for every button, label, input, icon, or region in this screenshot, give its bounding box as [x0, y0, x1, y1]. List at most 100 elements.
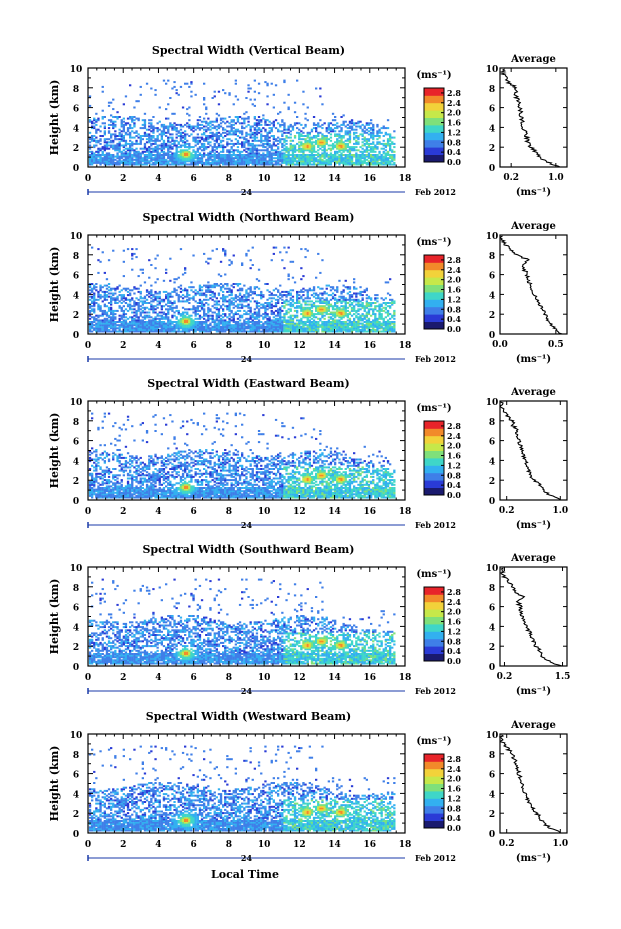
heatmap-cell: [321, 305, 324, 308]
heatmap-cell: [262, 142, 265, 145]
heatmap-cell: [321, 141, 324, 144]
heatmap-cell: [219, 317, 223, 320]
heatmap-cell: [135, 316, 138, 319]
heatmap-cell: [338, 154, 341, 156]
heatmap-cell: [179, 139, 183, 142]
heatmap-cell: [145, 158, 149, 161]
heatmap-cell: [226, 125, 229, 128]
heatmap-cell: [148, 149, 151, 152]
heatmap-cell: [133, 142, 136, 145]
heatmap-cell: [181, 150, 185, 153]
heatmap-cell: [194, 157, 197, 160]
heatmap-cell: [133, 158, 136, 161]
heatmap-cell: [357, 141, 360, 144]
heatmap-cell: [213, 152, 216, 155]
heatmap-cell: [228, 303, 231, 306]
heatmap-cell: [323, 321, 326, 323]
colorbar-cell: [424, 120, 444, 123]
heatmap-cell: [355, 149, 358, 152]
heatmap-cell: [162, 128, 166, 131]
heatmap-cell: [317, 142, 320, 145]
heatmap-cell: [380, 163, 383, 166]
heatmap-cell: [198, 302, 202, 304]
heatmap-cell: [289, 292, 292, 295]
heatmap-cell: [355, 154, 358, 156]
heatmap-cell: [131, 298, 134, 301]
heatmap-cell: [88, 321, 92, 323]
heatmap-cell: [103, 144, 106, 147]
heatmap-cell: [274, 246, 278, 249]
heatmap-cell: [97, 161, 100, 164]
heatmap-cell: [122, 321, 125, 323]
heatmap-cell: [135, 152, 138, 155]
heatmap-cell: [300, 147, 303, 150]
heatmap-cell: [88, 295, 92, 298]
heatmap-cell: [272, 123, 275, 126]
heatmap-cell: [232, 163, 235, 166]
heatmap-cell: [315, 313, 318, 316]
heatmap-cell: [175, 155, 178, 158]
heatmap-cell: [194, 292, 197, 295]
heatmap-cell: [177, 322, 180, 325]
avg-x-tick-label: 0.2: [503, 173, 519, 183]
heatmap-cell: [177, 142, 180, 145]
heatmap-cell: [209, 163, 212, 166]
heatmap-cell: [363, 139, 366, 142]
heatmap-cell: [230, 324, 233, 327]
heatmap-cell: [257, 305, 261, 308]
heatmap-cell: [156, 161, 159, 164]
heatmap-cell: [247, 155, 250, 158]
heatmap-cell: [376, 160, 379, 163]
heatmap-cell: [228, 328, 231, 331]
heatmap-cell: [224, 305, 227, 308]
heatmap-cell: [110, 322, 113, 325]
heatmap-cell: [198, 161, 202, 164]
heatmap-cell: [241, 161, 244, 164]
heatmap-cell: [285, 142, 288, 145]
heatmap-cell: [213, 321, 216, 323]
heatmap-cell: [230, 146, 233, 149]
heatmap-cell: [215, 319, 218, 322]
heatmap-cell: [126, 317, 130, 320]
heatmap-cell: [232, 119, 235, 122]
heatmap-cell: [281, 133, 284, 136]
heatmap-cell: [93, 298, 96, 301]
heatmap-cell: [228, 157, 231, 160]
heatmap-cell: [285, 154, 288, 156]
colorbar-cell: [424, 142, 444, 146]
heatmap-cell: [120, 316, 123, 319]
heatmap-cell: [230, 297, 233, 300]
heatmap-cell: [283, 152, 286, 155]
heatmap-cell: [266, 283, 269, 285]
heatmap-cell: [162, 279, 166, 282]
heatmap-cell: [355, 160, 358, 163]
heatmap-cell: [363, 155, 366, 158]
heatmap-cell: [215, 313, 218, 316]
heatmap-cell: [238, 297, 242, 300]
heatmap-cell: [325, 127, 328, 130]
heatmap-cell: [253, 123, 256, 126]
heatmap-cell: [107, 155, 111, 158]
heatmap-cell: [133, 119, 136, 122]
heatmap-cell: [357, 155, 360, 158]
heatmap-cell: [321, 297, 324, 300]
heatmap-cell: [298, 158, 301, 161]
heatmap-cell: [367, 161, 371, 164]
heatmap-cell: [165, 322, 168, 325]
heatmap-cell: [139, 152, 142, 155]
heatmap-cell: [184, 322, 187, 325]
heatmap-cell: [184, 130, 187, 133]
heatmap-cell: [281, 302, 284, 304]
heatmap-cell: [308, 144, 311, 147]
heatmap-cell: [262, 325, 265, 328]
heatmap-cell: [186, 327, 189, 330]
heatmap-cell: [245, 300, 248, 303]
heatmap-cell: [171, 306, 174, 309]
heatmap-cell: [184, 319, 187, 322]
heatmap-cell: [139, 321, 142, 323]
heatmap-cell: [181, 161, 185, 164]
heatmap-cell: [107, 330, 111, 333]
heatmap-cell: [391, 149, 394, 152]
heatmap-cell: [150, 289, 153, 292]
heatmap-cell: [219, 122, 223, 125]
